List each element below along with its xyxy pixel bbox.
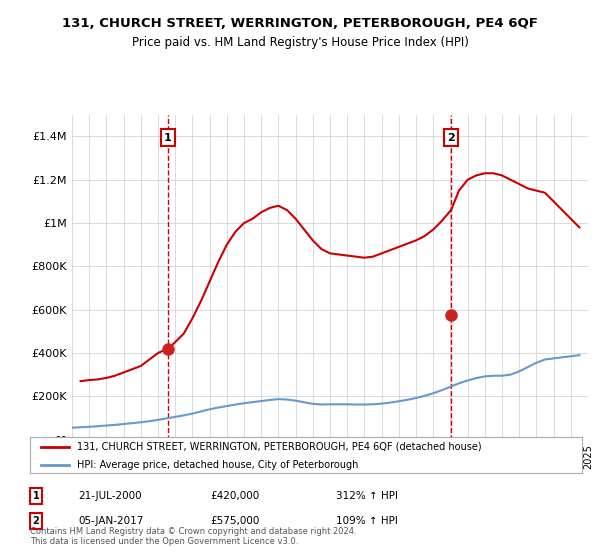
Text: 2: 2 bbox=[447, 133, 455, 143]
Text: 131, CHURCH STREET, WERRINGTON, PETERBOROUGH, PE4 6QF (detached house): 131, CHURCH STREET, WERRINGTON, PETERBOR… bbox=[77, 442, 482, 452]
Text: 312% ↑ HPI: 312% ↑ HPI bbox=[336, 491, 398, 501]
Text: 1: 1 bbox=[32, 491, 40, 501]
Text: Price paid vs. HM Land Registry's House Price Index (HPI): Price paid vs. HM Land Registry's House … bbox=[131, 36, 469, 49]
Text: 1: 1 bbox=[164, 133, 172, 143]
Text: 109% ↑ HPI: 109% ↑ HPI bbox=[336, 516, 398, 526]
Text: £420,000: £420,000 bbox=[210, 491, 259, 501]
Text: Contains HM Land Registry data © Crown copyright and database right 2024.
This d: Contains HM Land Registry data © Crown c… bbox=[30, 526, 356, 546]
Text: 05-JAN-2017: 05-JAN-2017 bbox=[78, 516, 143, 526]
Text: 21-JUL-2000: 21-JUL-2000 bbox=[78, 491, 142, 501]
Text: HPI: Average price, detached house, City of Peterborough: HPI: Average price, detached house, City… bbox=[77, 460, 358, 470]
Text: 131, CHURCH STREET, WERRINGTON, PETERBOROUGH, PE4 6QF: 131, CHURCH STREET, WERRINGTON, PETERBOR… bbox=[62, 17, 538, 30]
Text: 2: 2 bbox=[32, 516, 40, 526]
Text: £575,000: £575,000 bbox=[210, 516, 259, 526]
